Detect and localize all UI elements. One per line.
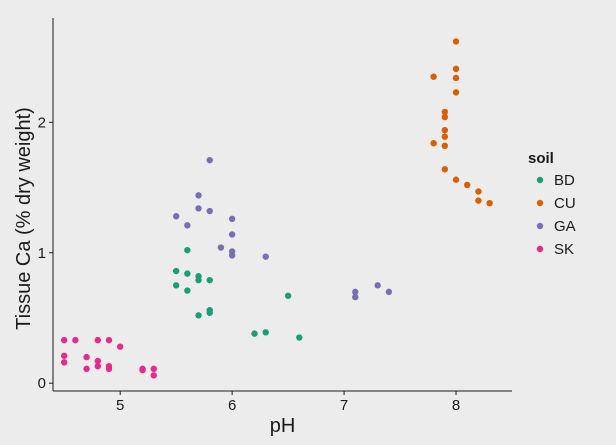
legend-title: soil [528, 150, 554, 167]
data-point [262, 253, 269, 260]
data-point [228, 252, 236, 259]
data-point [206, 156, 213, 164]
data-point [352, 293, 359, 301]
data-point [296, 334, 303, 341]
data-point [441, 108, 449, 116]
x-tick-label: 6 [228, 397, 236, 414]
data-point [60, 352, 68, 359]
data-point [452, 38, 460, 45]
data-point [195, 205, 202, 212]
data-point [195, 276, 202, 284]
data-point [94, 357, 101, 365]
y-axis-ticks: 0 1 2 [38, 114, 53, 392]
data-point [206, 207, 213, 215]
data-point [464, 181, 471, 189]
data-point [105, 365, 113, 373]
legend-label-cu: CU [554, 195, 576, 212]
data-point [217, 244, 225, 251]
data-point [452, 176, 460, 183]
data-point [475, 197, 482, 204]
data-point [374, 282, 381, 289]
x-tick-label: 8 [452, 397, 460, 414]
legend-label-bd: BD [554, 172, 575, 189]
data-point [83, 353, 90, 361]
legend-key-bd [536, 176, 544, 184]
y-tick-label: 0 [38, 375, 46, 392]
data-point [441, 126, 449, 134]
data-point [184, 287, 191, 294]
x-axis-title: pH [270, 415, 296, 437]
data-point [430, 140, 437, 147]
data-point [452, 74, 460, 82]
data-point [206, 276, 213, 284]
legend-key-sk [536, 245, 544, 253]
data-point [195, 192, 202, 199]
data-point [452, 65, 460, 73]
data-point [385, 288, 393, 296]
x-axis-ticks: 5 6 7 8 [116, 391, 460, 414]
data-point [352, 288, 359, 296]
data-point [172, 213, 180, 220]
data-point [441, 133, 449, 140]
data-point [284, 292, 292, 299]
data-point [116, 343, 124, 350]
data-point [83, 365, 90, 373]
data-point [172, 267, 180, 275]
data-point [72, 336, 79, 344]
data-point [184, 246, 191, 254]
data-point [195, 312, 202, 319]
data-point [486, 199, 493, 207]
data-point [60, 336, 68, 344]
data-point [150, 365, 157, 373]
data-point [251, 330, 258, 337]
points-layer [60, 38, 493, 379]
legend-key-cu [536, 199, 544, 207]
y-axis-title: Tissue Ca (% dry weight) [13, 107, 35, 330]
data-point [60, 359, 68, 366]
series-cu [430, 38, 493, 207]
data-point [172, 282, 180, 289]
series-ga [172, 156, 393, 301]
data-point [262, 329, 269, 336]
data-point [228, 231, 236, 238]
series-bd [172, 246, 303, 341]
data-point [475, 188, 482, 195]
legend-label-ga: GA [554, 218, 576, 235]
data-point [441, 142, 449, 150]
data-point [441, 113, 449, 121]
data-point [94, 363, 101, 370]
series-sk [60, 336, 157, 379]
x-tick-label: 7 [340, 397, 348, 414]
x-tick-label: 5 [116, 397, 124, 414]
data-point [228, 215, 236, 223]
data-point [430, 73, 437, 80]
data-point [184, 222, 191, 229]
data-point [441, 166, 449, 173]
data-point [139, 366, 146, 374]
y-tick-label: 2 [38, 114, 46, 131]
y-tick-label: 1 [38, 245, 46, 262]
legend-key-ga [536, 222, 544, 230]
data-point [452, 89, 460, 96]
data-point [184, 270, 191, 277]
legend: soil BD CU GA SK [528, 150, 576, 258]
data-point [206, 309, 213, 316]
data-point [150, 372, 157, 379]
legend-label-sk: SK [554, 241, 574, 258]
data-point [94, 336, 101, 344]
data-point [105, 336, 113, 344]
